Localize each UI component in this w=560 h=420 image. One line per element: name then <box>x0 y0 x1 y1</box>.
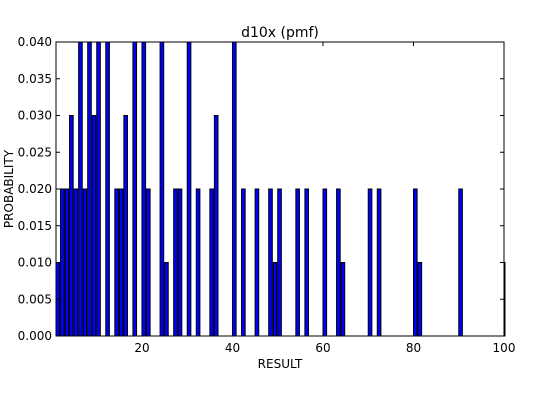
chart-title: d10x (pmf) <box>241 25 319 41</box>
y-tick-label-7: 0.035 <box>18 72 52 86</box>
x-axis-ticks: 20 40 60 80 100 <box>134 42 515 355</box>
x-axis-label: RESULT <box>258 357 303 371</box>
y-axis-ticks: 0.000 0.005 0.010 0.015 0.020 0.025 0.030 0.035… <box>18 35 504 343</box>
bar-35 <box>209 188 214 337</box>
bar-63 <box>336 188 341 337</box>
x-tick-label-20: 20 <box>134 341 149 355</box>
bar-64 <box>340 262 346 337</box>
bar-4 <box>69 115 74 337</box>
bar-81 <box>417 262 423 337</box>
bar-21 <box>146 188 151 337</box>
bar-49 <box>272 262 278 337</box>
bar-7 <box>82 188 88 337</box>
y-tick-label-8: 0.040 <box>18 35 52 49</box>
bar-28 <box>177 188 183 337</box>
bar-72 <box>376 188 382 337</box>
bar-60 <box>322 188 328 337</box>
bar-25 <box>164 262 169 337</box>
bar-18 <box>132 41 138 337</box>
y-axis-label: PROBABILITY <box>2 149 16 228</box>
bar-42 <box>241 188 246 337</box>
y-tick-label-5: 0.025 <box>18 145 52 159</box>
bar-36 <box>213 115 219 337</box>
bar-12 <box>105 41 110 337</box>
bar-30 <box>186 41 192 337</box>
bar-8 <box>87 41 92 337</box>
bar-9 <box>91 115 97 337</box>
y-tick-label-3: 0.015 <box>18 219 52 233</box>
bar-6 <box>78 41 83 337</box>
y-tick-label-4: 0.020 <box>18 182 52 196</box>
x-tick-label-100: 100 <box>493 341 516 355</box>
bar-48 <box>268 188 273 337</box>
y-tick-label-1: 0.005 <box>18 292 52 306</box>
bar-20 <box>141 41 147 337</box>
bar-40 <box>231 41 237 337</box>
bar-90 <box>458 188 463 337</box>
bar-2 <box>60 188 65 337</box>
y-tick-label-6: 0.030 <box>18 109 52 123</box>
bar-3 <box>64 188 70 337</box>
bar-14 <box>114 188 119 337</box>
bar-45 <box>254 188 260 337</box>
x-tick-label-40: 40 <box>225 341 240 355</box>
bar-56 <box>304 188 310 337</box>
bar-5 <box>73 188 79 337</box>
bar-16 <box>123 115 128 337</box>
bar-50 <box>277 188 282 337</box>
bar-70 <box>367 188 373 337</box>
bar-32 <box>195 188 201 337</box>
x-tick-label-60: 60 <box>315 341 330 355</box>
bar-54 <box>295 188 300 337</box>
y-tick-label-2: 0.010 <box>18 256 52 270</box>
bar-15 <box>118 188 124 337</box>
bar-80 <box>412 188 418 337</box>
x-tick-label-80: 80 <box>406 341 421 355</box>
bar-10 <box>96 41 101 337</box>
y-tick-label-0: 0.000 <box>18 329 52 343</box>
bar-24 <box>159 41 165 337</box>
bar-27 <box>173 188 178 337</box>
